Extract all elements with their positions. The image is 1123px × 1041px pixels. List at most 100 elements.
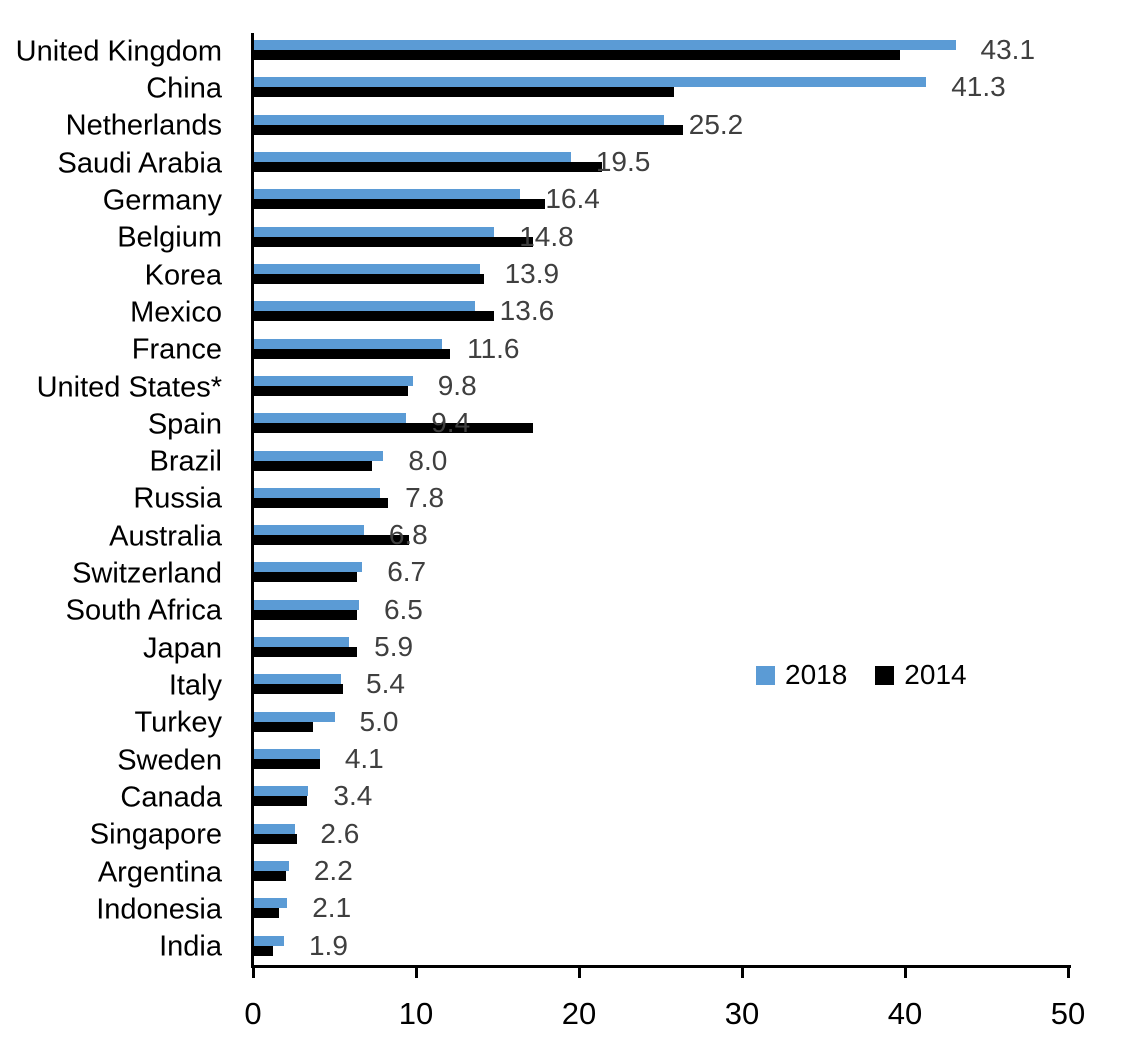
bar-2018 — [253, 263, 480, 274]
value-label: 3.4 — [333, 780, 373, 812]
x-axis-tick — [414, 965, 418, 978]
category-label: Brazil — [149, 445, 222, 478]
bar-2014 — [253, 50, 901, 60]
bar-2018 — [253, 711, 335, 722]
bar-2014 — [253, 423, 534, 434]
chart-row: Argentina 2.2 — [0, 854, 1123, 891]
legend-item-2014: 2014 — [875, 659, 967, 690]
x-axis-tick-label: 40 — [887, 996, 923, 1031]
chart-row: Italy 5.4 — [0, 667, 1123, 704]
bar-2018 — [253, 562, 363, 573]
category-label: United Kingdom — [15, 35, 222, 68]
category-label: France — [131, 333, 222, 366]
x-axis-tick — [903, 965, 907, 978]
chart-row: United States* 9.8 — [0, 369, 1123, 406]
value-label: 6.8 — [388, 519, 428, 551]
value-label: 5.4 — [366, 668, 405, 700]
bar-2014 — [253, 721, 314, 732]
bar-2014 — [253, 945, 273, 956]
chart-row: Japan 5.9 — [0, 630, 1123, 667]
chart-row: Mexico 13.6 — [0, 294, 1123, 331]
chart-row: Germany 16.4 — [0, 182, 1123, 219]
bar-2014 — [253, 871, 286, 882]
bar-2018 — [253, 114, 664, 125]
x-axis-tick-label: 10 — [398, 996, 434, 1031]
chart-row: China 41.3 — [0, 70, 1123, 107]
bar-2018 — [253, 823, 296, 834]
legend-label-2014: 2014 — [904, 659, 967, 690]
chart-row: Korea 13.9 — [0, 257, 1123, 294]
bar-2014 — [253, 460, 372, 471]
chart-row: Canada 3.4 — [0, 779, 1123, 816]
bar-2014 — [253, 124, 684, 135]
bar-2018 — [253, 77, 927, 88]
bar-2018 — [253, 861, 289, 872]
chart-row: Singapore 2.6 — [0, 817, 1123, 854]
bar-2018 — [253, 637, 350, 648]
bar-2014 — [253, 647, 358, 658]
bar-2014 — [253, 609, 358, 620]
category-label: United States* — [36, 371, 222, 404]
bar-2014 — [253, 497, 389, 508]
x-axis-tick — [1066, 965, 1070, 978]
chart-row: Australia 6.8 — [0, 518, 1123, 555]
bar-2014 — [253, 161, 602, 172]
value-label: 6.5 — [383, 593, 423, 625]
value-label: 11.6 — [467, 332, 520, 364]
y-axis-line — [251, 33, 254, 968]
bar-2018 — [253, 413, 407, 424]
bar-2018 — [253, 525, 364, 536]
category-label: Singapore — [89, 818, 222, 851]
bar-2018 — [253, 898, 288, 909]
value-label: 8.0 — [408, 444, 448, 476]
legend-item-2018: 2018 — [756, 661, 847, 689]
value-label: 6.7 — [387, 556, 427, 588]
bar-2018 — [253, 151, 571, 162]
chart-row: Spain 9.4 — [0, 406, 1123, 443]
value-label: 9.8 — [437, 369, 477, 401]
category-label: China — [146, 72, 222, 105]
bar-2014 — [253, 236, 534, 247]
value-label: 13.6 — [499, 295, 555, 327]
bar-2018 — [253, 935, 284, 946]
value-label: 7.8 — [405, 481, 445, 513]
value-label: 9.4 — [431, 407, 471, 439]
bar-2014 — [253, 684, 343, 695]
bar-2014 — [253, 311, 495, 322]
category-label: Russia — [133, 482, 222, 515]
bar-2018 — [253, 189, 521, 200]
x-axis-tick — [251, 965, 255, 978]
x-axis-tick — [577, 965, 581, 978]
category-label: Belgium — [117, 221, 222, 254]
category-label: Germany — [102, 184, 222, 217]
value-label: 1.9 — [308, 929, 348, 961]
bar-2014 — [253, 908, 280, 919]
chart-row: Brazil 8.0 — [0, 444, 1123, 481]
x-axis-tick-label: 50 — [1050, 996, 1086, 1031]
value-label: 41.3 — [951, 71, 1006, 103]
category-label: Argentina — [97, 856, 222, 889]
category-label: Turkey — [134, 706, 222, 739]
value-label: 14.8 — [519, 220, 574, 252]
chart-row: Switzerland 6.7 — [0, 555, 1123, 592]
category-label: Spain — [147, 408, 222, 441]
bar-2014 — [253, 535, 410, 546]
bar-2014 — [253, 759, 320, 770]
bar-2014 — [253, 385, 408, 396]
value-label: 43.1 — [980, 34, 1036, 65]
category-label: Indonesia — [96, 893, 222, 926]
bar-2014 — [253, 199, 545, 210]
chart-row: Indonesia 2.1 — [0, 891, 1123, 928]
category-label: Netherlands — [65, 109, 222, 142]
category-label: Saudi Arabia — [57, 147, 222, 180]
bar-2018 — [253, 450, 384, 461]
category-label: South Africa — [65, 594, 222, 627]
bar-2014 — [253, 348, 451, 359]
x-axis-tick-label: 30 — [724, 996, 760, 1031]
bar-2018 — [253, 40, 956, 50]
chart-row: Netherlands 25.2 — [0, 108, 1123, 145]
chart-row: United Kingdom 43.1 — [0, 33, 1123, 70]
bar-2014 — [253, 833, 297, 844]
chart-row: Belgium 14.8 — [0, 220, 1123, 257]
